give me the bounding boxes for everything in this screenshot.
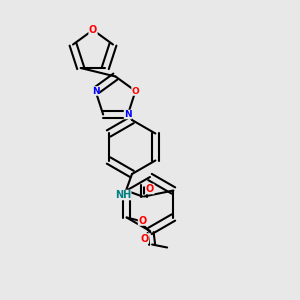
- Text: NH: NH: [115, 190, 131, 200]
- Text: O: O: [140, 233, 149, 244]
- Text: N: N: [124, 110, 132, 119]
- Text: O: O: [138, 215, 146, 226]
- Text: O: O: [146, 184, 154, 194]
- Text: O: O: [132, 86, 139, 95]
- Text: O: O: [89, 25, 97, 35]
- Text: N: N: [92, 86, 99, 95]
